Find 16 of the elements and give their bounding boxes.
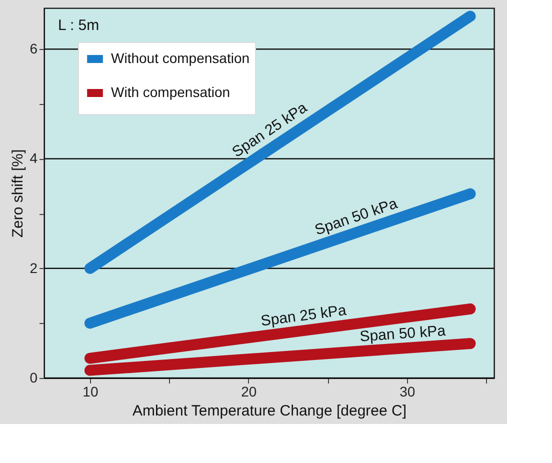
annotation: Span 25 kPa [229,98,311,161]
annotation: Span 25 kPa [260,302,348,330]
legend-label: Without compensation [111,50,250,66]
annotation: L : 5m [58,17,100,34]
y-tick-label: 2 [30,260,38,276]
y-tick-label: 4 [30,150,38,166]
annotation: Span 50 kPa [359,322,447,346]
y-tick-label: 0 [30,370,38,386]
y-tick-label: 6 [30,40,38,57]
x-tick-label: 10 [82,384,98,400]
legend-label: With compensation [111,84,230,100]
y-axis-title: Zero shift [%] [10,149,27,238]
x-tick-label: 30 [400,384,416,400]
x-axis-title: Ambient Temperature Change [degree C] [132,402,407,420]
annotation: Span 50 kPa [312,194,400,239]
x-tick-label: 20 [241,384,257,400]
